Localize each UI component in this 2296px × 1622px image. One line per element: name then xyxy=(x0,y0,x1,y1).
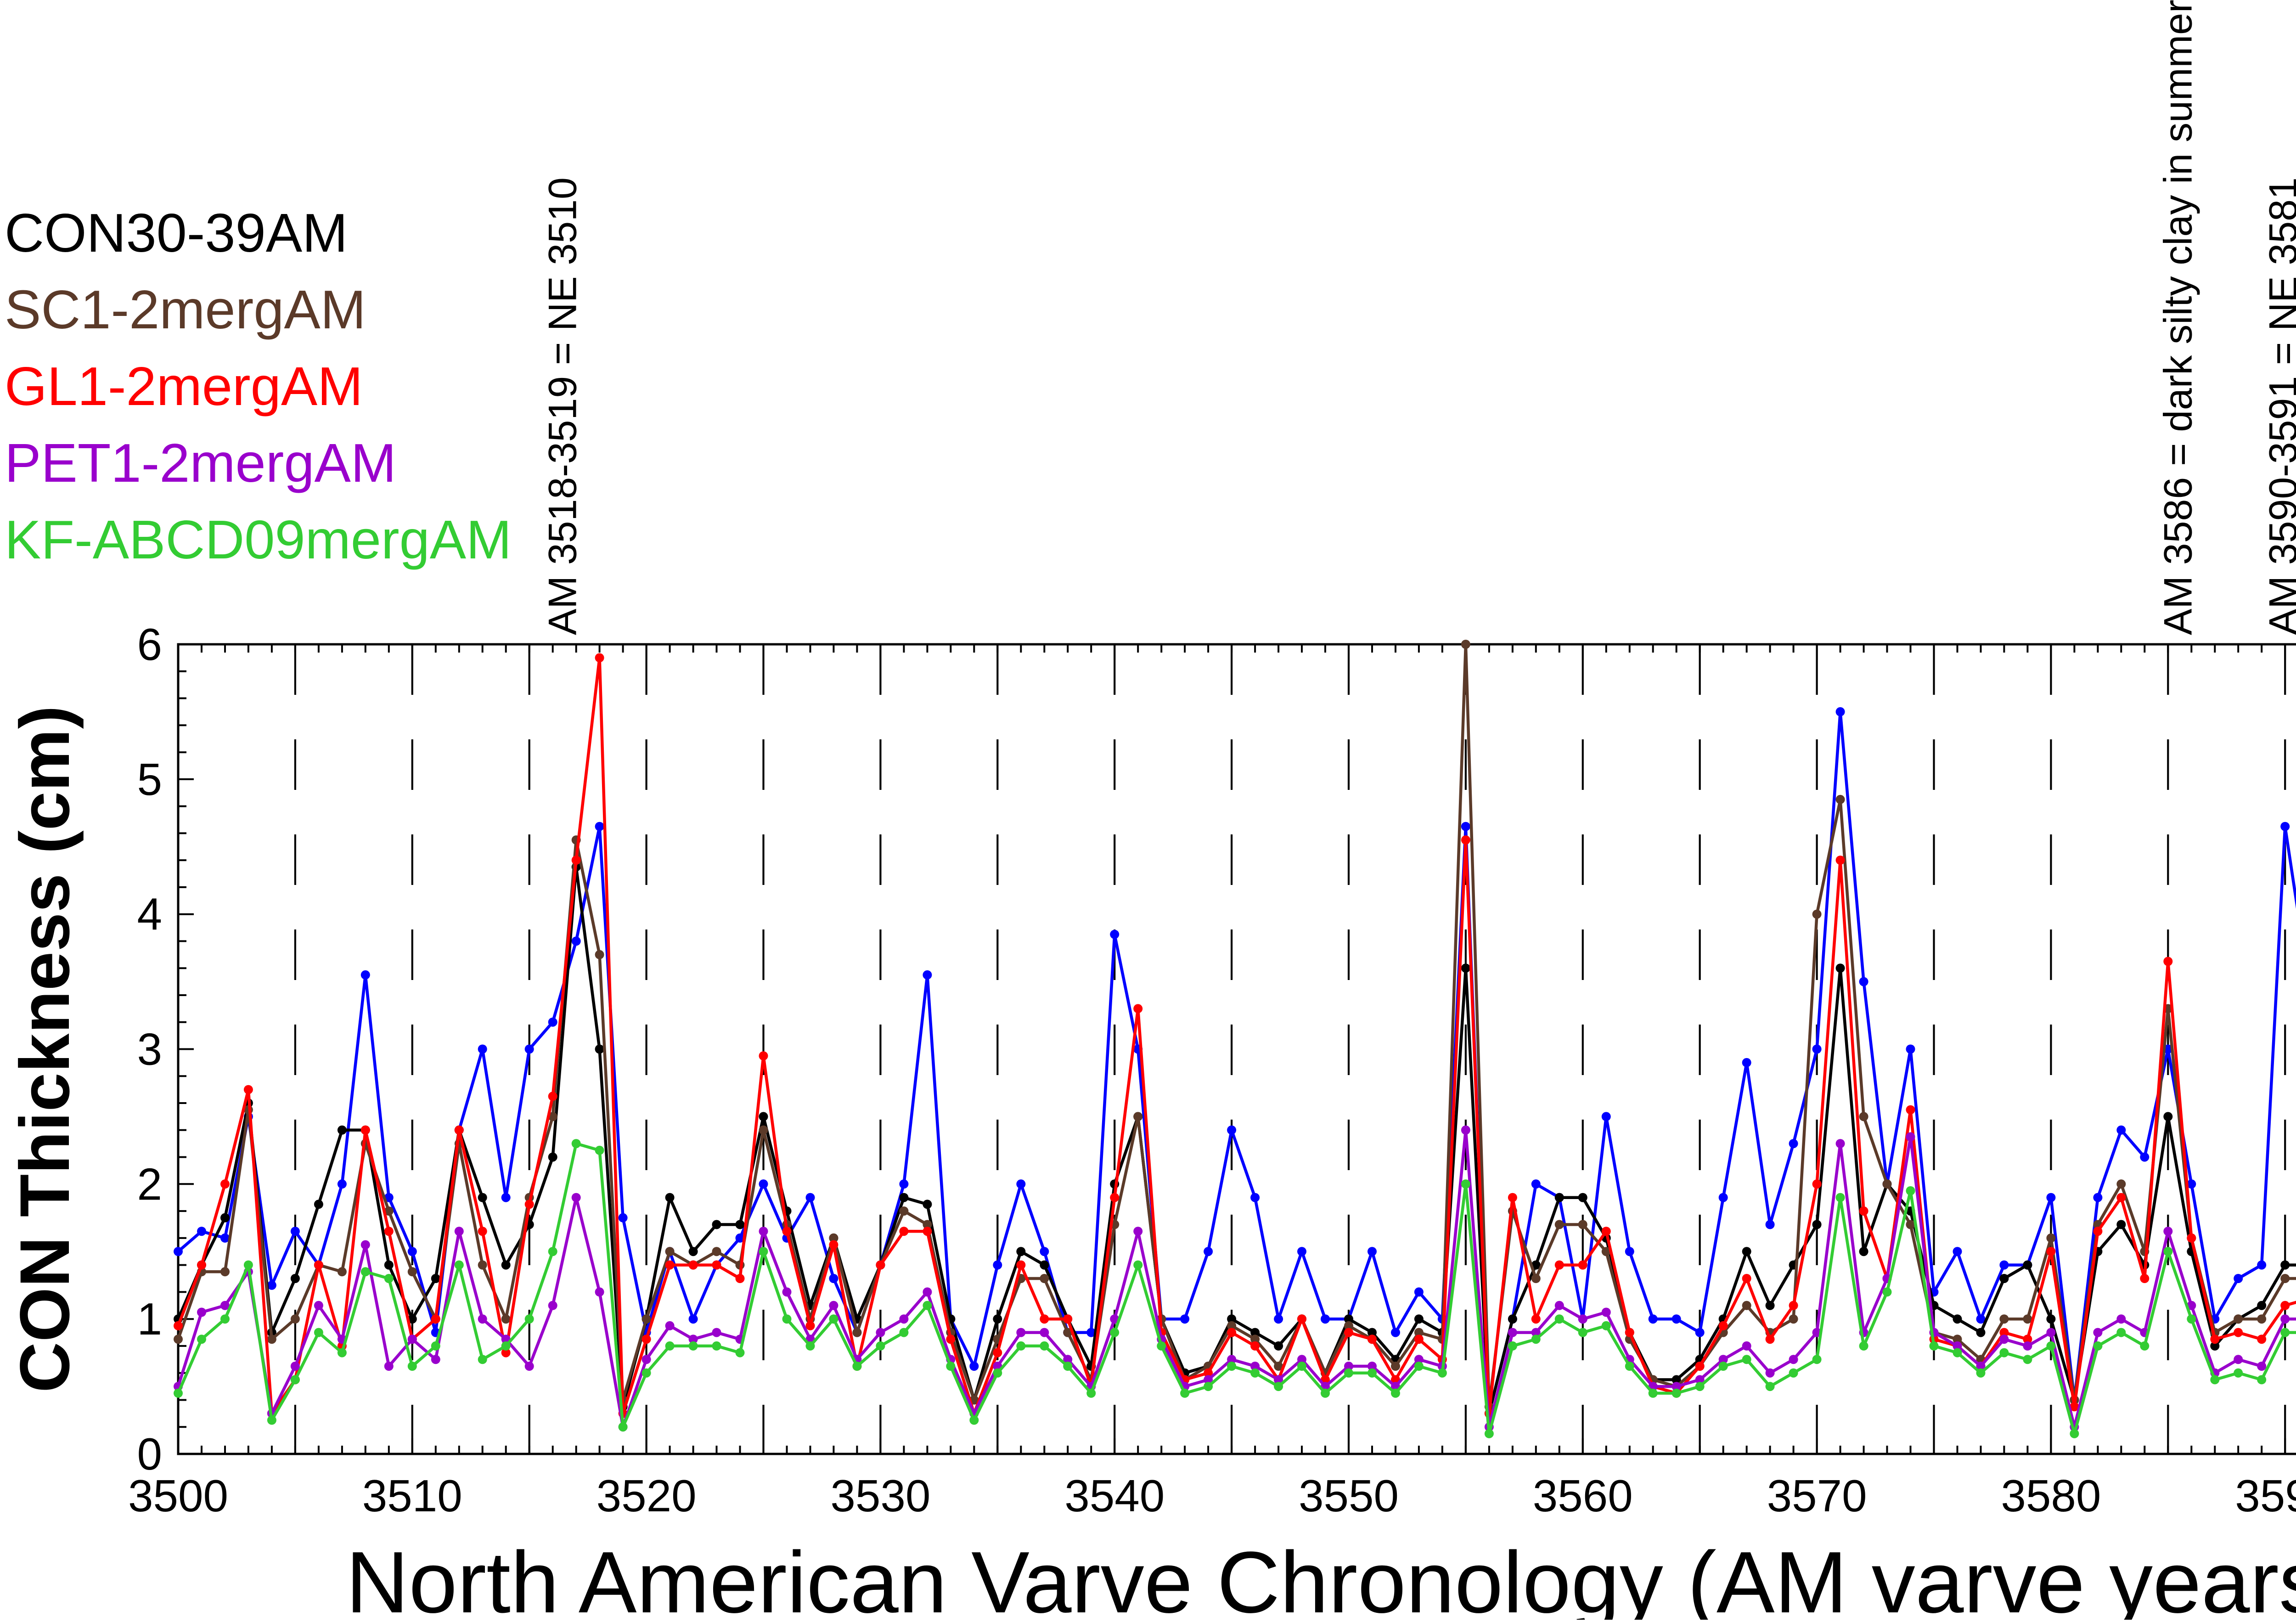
svg-text:4: 4 xyxy=(137,889,162,940)
svg-text:2: 2 xyxy=(137,1159,162,1209)
svg-text:3520: 3520 xyxy=(597,1470,697,1521)
svg-text:3580: 3580 xyxy=(2001,1470,2101,1521)
svg-text:0: 0 xyxy=(137,1429,162,1479)
svg-text:5: 5 xyxy=(137,754,162,805)
svg-text:CON30-39AM: CON30-39AM xyxy=(5,203,348,264)
svg-text:AM 3586 = dark silty clay in s: AM 3586 = dark silty clay in summer xyxy=(2156,0,2200,635)
svg-text:KF-ABCD09mergAM: KF-ABCD09mergAM xyxy=(5,509,512,570)
svg-text:6: 6 xyxy=(137,619,162,670)
svg-text:3530: 3530 xyxy=(830,1470,930,1521)
svg-text:3: 3 xyxy=(137,1024,162,1075)
svg-text:AM 3518-3519 = NE 3510: AM 3518-3519 = NE 3510 xyxy=(541,177,585,635)
svg-text:3510: 3510 xyxy=(362,1470,462,1521)
svg-text:3570: 3570 xyxy=(1767,1470,1867,1521)
svg-text:3590: 3590 xyxy=(2235,1470,2296,1521)
svg-text:CON Thickness (cm): CON Thickness (cm) xyxy=(6,705,84,1392)
svg-text:AM 3590-3591 = NE 3581: AM 3590-3591 = NE 3581 xyxy=(2262,177,2296,635)
svg-text:North American Varve Chronolog: North American Varve Chronology (AM varv… xyxy=(346,1534,2296,1620)
svg-text:1: 1 xyxy=(137,1294,162,1344)
svg-text:SC1-2mergAM: SC1-2mergAM xyxy=(5,279,366,340)
svg-text:GL1-2mergAM: GL1-2mergAM xyxy=(5,356,363,417)
svg-text:3540: 3540 xyxy=(1064,1470,1165,1521)
svg-text:PET1-2mergAM: PET1-2mergAM xyxy=(5,433,396,494)
svg-text:3550: 3550 xyxy=(1299,1470,1399,1521)
svg-text:3560: 3560 xyxy=(1533,1470,1633,1521)
